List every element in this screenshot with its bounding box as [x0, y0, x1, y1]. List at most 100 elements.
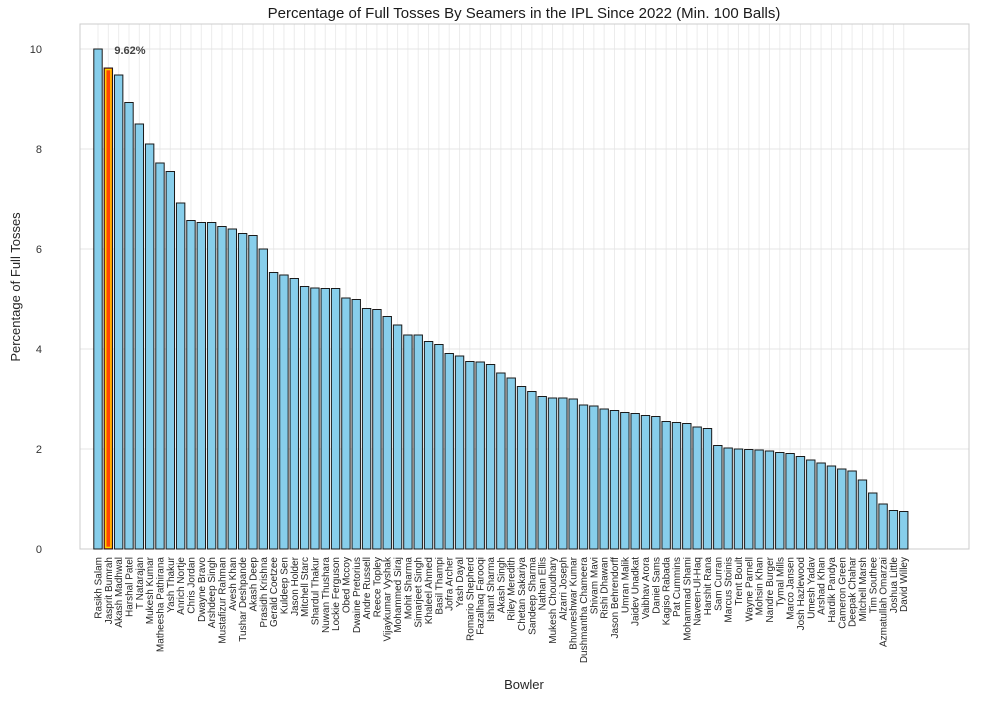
- bar: [258, 248, 268, 550]
- x-tick-label: Joshua Little: [889, 557, 900, 614]
- bar: [795, 456, 806, 550]
- bar: [568, 398, 578, 550]
- x-tick-label: Umesh Yadav: [806, 557, 817, 619]
- bar: [640, 415, 651, 550]
- x-tick-label: Matheesha Pathirana: [155, 557, 166, 653]
- x-tick-label: Dwaine Pretorius: [352, 557, 363, 633]
- x-tick-label: Jofra Archer: [445, 556, 456, 611]
- x-tick-label: Akash Singh: [496, 557, 507, 613]
- x-tick-label: Tushar Deshpande: [238, 557, 249, 642]
- x-tick-label: Shardul Thakur: [310, 556, 321, 625]
- bar: [196, 222, 207, 550]
- x-tick-label: Romario Shepherd: [465, 557, 476, 641]
- bar: [144, 143, 155, 550]
- bar: [465, 361, 475, 550]
- x-tick-label: Nathan Ellis: [538, 557, 549, 610]
- x-tick-label: Mitchell Starc: [300, 557, 311, 617]
- x-tick-label: Tymal Mills: [775, 557, 786, 606]
- bar: [155, 162, 165, 550]
- bar: [268, 272, 279, 550]
- bar: [868, 492, 878, 550]
- x-tick-label: Marco Jansen: [786, 557, 797, 620]
- bar: [733, 448, 744, 550]
- bar: [671, 422, 682, 550]
- x-tick-label: Fazalhaq Farooqi: [476, 557, 487, 635]
- x-tick-label: Vaibhav Arora: [641, 557, 652, 620]
- bar: [806, 459, 816, 550]
- bar: [330, 288, 341, 550]
- x-tick-label: Hardik Pandya: [827, 557, 838, 623]
- x-tick-label: Andre Russell: [362, 557, 373, 619]
- bar: [630, 413, 640, 550]
- x-tick-label: Nandre Burger: [765, 556, 776, 622]
- y-tick-label: 10: [30, 44, 42, 56]
- x-tick-label: Sandeep Sharma: [527, 557, 538, 635]
- bar: [847, 470, 857, 550]
- x-tick-label: Khaleel Ahmed: [424, 557, 435, 624]
- bar: [382, 316, 392, 550]
- bar: [299, 286, 310, 550]
- y-tick-label: 2: [36, 444, 42, 456]
- x-tick-label: Deepak Chahar: [848, 556, 859, 627]
- x-tick-label: Arshdeep Singh: [207, 557, 218, 628]
- x-tick-labels: Rasikh Salam Jasprit Bumrah Akash Madhwal H…: [94, 556, 911, 663]
- x-tick-label: Rasikh Salam: [94, 557, 105, 619]
- x-tick-label: Naveen-Ul-Haq: [693, 557, 704, 626]
- bar: [837, 468, 847, 550]
- x-tick-label: Harshit Rana: [703, 557, 714, 616]
- bar: [744, 449, 754, 550]
- bar: [310, 287, 320, 550]
- bar: [279, 274, 289, 550]
- bar: [403, 334, 413, 550]
- y-tick-label: 8: [36, 144, 42, 156]
- bar: [878, 503, 888, 550]
- x-tick-label: Ishant Sharma: [486, 557, 497, 622]
- bar: [217, 226, 227, 550]
- bar: [826, 465, 837, 550]
- chart-title: Percentage of Full Tosses By Seamers in …: [268, 5, 781, 22]
- x-tick-label: Mukesh Choudhary: [548, 557, 559, 644]
- x-tick-label: Chetan Sakariya: [517, 557, 528, 631]
- bar: [165, 171, 176, 550]
- bar: [423, 341, 434, 550]
- x-tick-label: Pat Cummins: [672, 557, 683, 617]
- bar-highlight-edge: [105, 68, 112, 549]
- bar: [351, 299, 361, 550]
- x-tick-label: Akash Madhwal: [114, 557, 125, 628]
- bar: [516, 386, 527, 550]
- bar: [578, 404, 589, 550]
- bar: [816, 462, 826, 550]
- x-tick-label: Tim Southee: [868, 557, 879, 614]
- bar-highlight: [103, 67, 114, 550]
- x-tick-label: Jasprit Bumrah: [104, 557, 115, 624]
- x-tick-label: Gerald Coetzee: [269, 557, 280, 627]
- x-tick-label: Riley Meredith: [507, 557, 518, 621]
- bar: [589, 405, 599, 550]
- bar: [785, 453, 795, 550]
- x-tick-label: Akash Deep: [248, 557, 259, 612]
- x-tick-label: Avesh Khan: [228, 557, 239, 611]
- x-tick-label: Jason Behrendorff: [610, 557, 621, 639]
- x-tick-label: Chris Jordan: [186, 557, 197, 614]
- bar: [175, 202, 186, 550]
- x-tick-label: T Natarajan: [135, 557, 146, 609]
- bar: [558, 397, 568, 550]
- highlight-annotation: 9.62%: [114, 45, 145, 57]
- x-tick-label: Mukesh Kumar: [145, 556, 156, 624]
- bar: [682, 423, 692, 550]
- bar: [599, 408, 609, 550]
- bar: [372, 309, 382, 550]
- bar: [888, 510, 899, 550]
- x-tick-label: David Willey: [899, 557, 910, 612]
- x-tick-label: Sam Curran: [713, 557, 724, 611]
- x-tick-label: Bhuvneshwar Kumar: [569, 556, 580, 649]
- x-tick-label: Jason Holder: [290, 556, 301, 616]
- x-tick-label: Nuwan Thushara: [321, 557, 332, 633]
- bar: [692, 426, 702, 550]
- x-tick-label: Prasidh Krishna: [259, 557, 270, 628]
- x-tick-label: Simarjeet Singh: [414, 557, 425, 628]
- x-tick-label: Alzarri Joseph: [558, 557, 569, 620]
- bar: [289, 278, 299, 550]
- bar: [413, 334, 423, 550]
- bar: [754, 449, 764, 550]
